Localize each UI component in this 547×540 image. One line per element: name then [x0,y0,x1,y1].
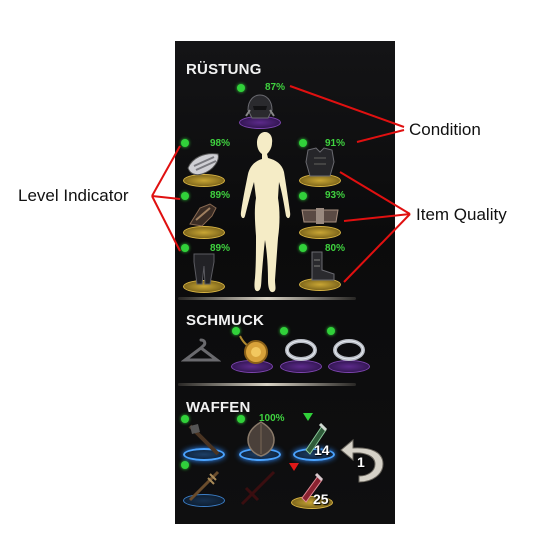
weapon-slot-backup-poison[interactable] [288,470,338,514]
quality-ring-gold [291,496,333,509]
armor-slot-hands[interactable] [180,200,228,242]
weapon-slot-main-hand[interactable] [180,422,230,466]
jewelry-slot-neck[interactable] [228,332,276,376]
leg-armor-icon [193,253,215,285]
amulet-icon [239,335,268,364]
armor-slot-shoulders[interactable] [180,148,228,190]
level-indicator-main-hand [181,415,189,423]
quality-ring-gold [183,226,225,239]
weapon-slot-poison[interactable] [290,420,340,466]
chest-armor-icon [305,147,335,177]
level-indicator-shoulders [181,139,189,147]
section-title-armor: RÜSTUNG [186,61,262,78]
condition-feet: 80% [325,243,346,254]
gloves-icon [189,203,217,227]
helmet-icon [245,94,275,119]
axe-icon [188,424,220,456]
level-indicator-ring-2 [327,327,335,335]
quality-ring-gold [183,280,225,293]
arrow-down-icon [303,413,313,421]
condition-shoulders: 98% [210,138,231,149]
section-title-jewelry: SCHMUCK [186,312,265,329]
weapon-slot-backup-off-hand[interactable] [232,468,282,512]
armor-slot-legs[interactable] [180,252,228,296]
weapon-set-number: 1 [357,454,365,470]
equipment-panel [175,41,395,524]
shield-icon [247,421,275,457]
shoulder-armor-icon [187,153,219,176]
level-indicator-chest [299,139,307,147]
swap-arrow-icon [340,438,384,483]
staff-icon [188,470,220,502]
condition-belt: 93% [325,190,346,201]
annotation-level-indicator: Level Indicator [18,186,129,205]
character-silhouette [240,132,291,293]
weapon-slot-backup-main-hand[interactable] [180,468,230,512]
weapon-slot-off-hand[interactable] [236,420,286,466]
jewelry-slot-ring-1[interactable] [277,334,325,376]
jewelry-slot-ring-2[interactable] [325,334,373,376]
ring-icon [333,339,365,361]
level-indicator-ring-1 [280,327,288,335]
quality-ring-gold [299,226,341,239]
level-indicator-legs [181,244,189,252]
poison-vial-icon [305,422,328,455]
quality-ring-gold [183,174,225,187]
armor-slot-chest[interactable] [296,146,344,190]
arrow-down-icon [289,463,299,471]
empty-weapon-slot-icon [240,470,276,506]
poison-count-1: 14 [314,442,330,458]
hanger-icon [181,338,221,362]
annotation-item-quality: Item Quality [416,205,507,224]
level-indicator-backup-main-hand [181,461,189,469]
level-indicator-off-hand [237,415,245,423]
active-weapon-ring [293,448,335,461]
condition-hands: 89% [210,190,231,201]
poison-count-2: 25 [313,491,329,507]
level-indicator-feet [299,244,307,252]
section-divider-jewelry [178,383,356,386]
belt-icon [301,208,339,224]
armor-slot-head[interactable] [236,92,284,132]
condition-chest: 91% [325,138,346,149]
section-title-weapons: WAFFEN [186,399,251,416]
armor-slot-belt[interactable] [296,198,344,242]
section-divider-armor [178,297,356,300]
condition-legs: 89% [210,243,231,254]
condition-head: 87% [265,82,286,93]
boots-icon [311,251,335,281]
jewelry-slot-costume[interactable] [181,332,221,372]
armor-slot-feet[interactable] [296,250,344,294]
ring-icon [285,339,317,361]
level-indicator-hands [181,192,189,200]
level-indicator-head [237,84,245,92]
level-indicator-belt [299,192,307,200]
weapon-swap-button[interactable]: 1 [339,436,389,486]
annotation-condition: Condition [409,120,481,139]
poison-vial-icon [301,472,324,503]
condition-weapon: 100% [259,413,285,424]
level-indicator-neck [232,327,240,335]
